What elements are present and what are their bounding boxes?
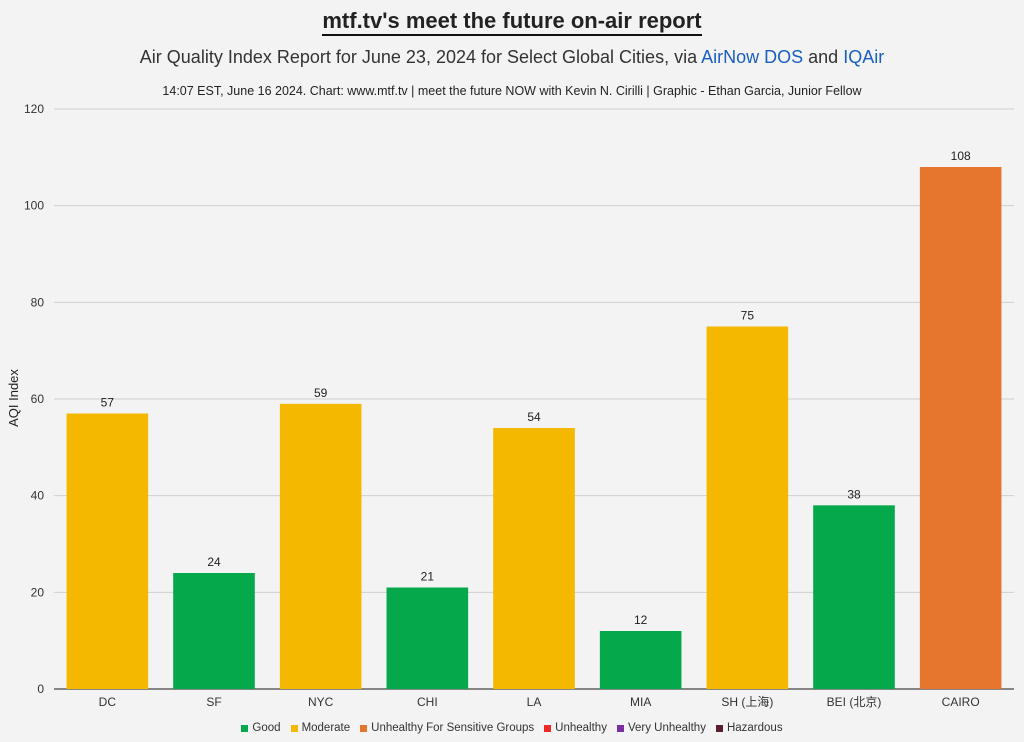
x-tick-labels: DC SF NYC CHI LA MIA SH (上海) BEI (北京) CAIRO (99, 694, 980, 709)
legend-swatch (616, 724, 624, 732)
legend-item[interactable]: Unhealthy For Sensitive Groups (360, 722, 534, 734)
legend-swatch (290, 724, 298, 732)
legend-label: Unhealthy For Sensitive Groups (371, 722, 535, 734)
chart-title-text: mtf.tv's meet the future on-air report (322, 8, 702, 36)
bar (599, 631, 682, 689)
bar (919, 167, 1002, 689)
data-label: 75 (741, 309, 755, 323)
legend-label: Moderate (301, 722, 351, 734)
legend-label: Very Unhealthy (627, 722, 706, 734)
bar (493, 428, 575, 689)
legend-label: Unhealthy (555, 722, 607, 734)
bar (66, 413, 149, 689)
bars (66, 167, 1002, 689)
y-tick-label: 20 (31, 585, 45, 599)
data-label: 38 (847, 487, 861, 501)
legend-swatch (715, 724, 723, 732)
y-tick-label: 40 (31, 489, 45, 503)
x-tick-label: CAIRO (942, 695, 980, 709)
iqair-link[interactable]: IQAir (843, 47, 885, 67)
legend-label: Hazardous (726, 722, 783, 734)
legend-item[interactable]: Moderate (290, 722, 351, 734)
legend-swatch (241, 724, 249, 732)
bar (386, 587, 469, 689)
legend-item[interactable]: Good (241, 722, 281, 734)
subtitle-text: Air Quality Index Report for June 23, 20… (139, 47, 698, 67)
chart-subtitle: Air Quality Index Report for June 23, 20… (0, 47, 1024, 68)
x-tick-label: CHI (417, 695, 438, 709)
legend-swatch (360, 724, 368, 732)
x-tick-label: NYC (308, 695, 334, 709)
x-tick-label: SH (上海) (721, 694, 773, 709)
legend-item[interactable]: Very Unhealthy (616, 722, 706, 734)
legend: Good Moderate Unhealthy For Sensitive Grou… (0, 722, 1024, 734)
x-tick-label: LA (527, 695, 542, 709)
data-labels: 57 24 59 21 54 12 75 38 108 (101, 149, 971, 627)
y-tick-label: 0 (37, 682, 44, 696)
subtitle-and: and (808, 47, 839, 67)
y-tick-label: 120 (24, 102, 44, 116)
data-label: 24 (207, 555, 221, 569)
chart-credit: 14:07 EST, June 16 2024. Chart: www.mtf.… (162, 84, 862, 98)
data-label: 12 (634, 613, 648, 627)
chart-title: mtf.tv's meet the future on-air report (0, 8, 1024, 36)
y-tick-labels: 0 20 40 60 80 100 120 (24, 102, 44, 696)
bar (813, 505, 895, 689)
bar (706, 326, 789, 689)
data-label: 108 (951, 149, 971, 163)
bar (279, 403, 362, 689)
x-tick-label: DC (99, 695, 117, 709)
legend-swatch (544, 724, 552, 732)
data-label: 59 (314, 386, 328, 400)
x-tick-label: BEI (北京) (827, 695, 882, 709)
bar (173, 573, 255, 689)
x-tick-label: SF (206, 695, 221, 709)
legend-item[interactable]: Unhealthy (544, 722, 607, 734)
data-label: 21 (421, 570, 435, 584)
airnow-link[interactable]: AirNow DOS (701, 47, 804, 67)
y-tick-label: 80 (31, 295, 45, 309)
legend-label: Good (252, 722, 281, 734)
data-label: 54 (527, 410, 541, 424)
data-label: 57 (101, 396, 115, 410)
y-tick-label: 60 (31, 392, 45, 406)
legend-item[interactable]: Hazardous (715, 722, 783, 734)
x-tick-label: MIA (630, 695, 651, 709)
y-tick-label: 100 (24, 199, 44, 213)
y-axis-label: AQI Index (6, 369, 21, 427)
